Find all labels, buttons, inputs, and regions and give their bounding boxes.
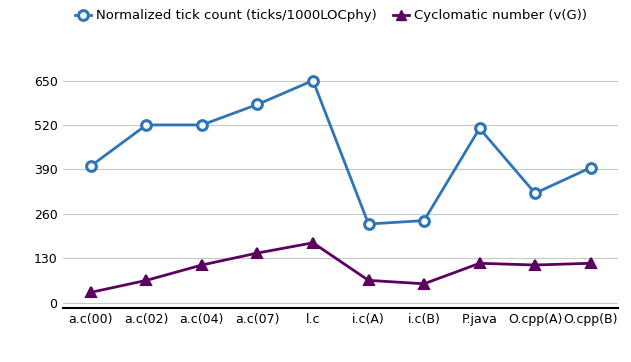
Legend: Normalized tick count (ticks/1000LOCphy), Cyclomatic number (v(G)): Normalized tick count (ticks/1000LOCphy)… [69, 4, 592, 28]
